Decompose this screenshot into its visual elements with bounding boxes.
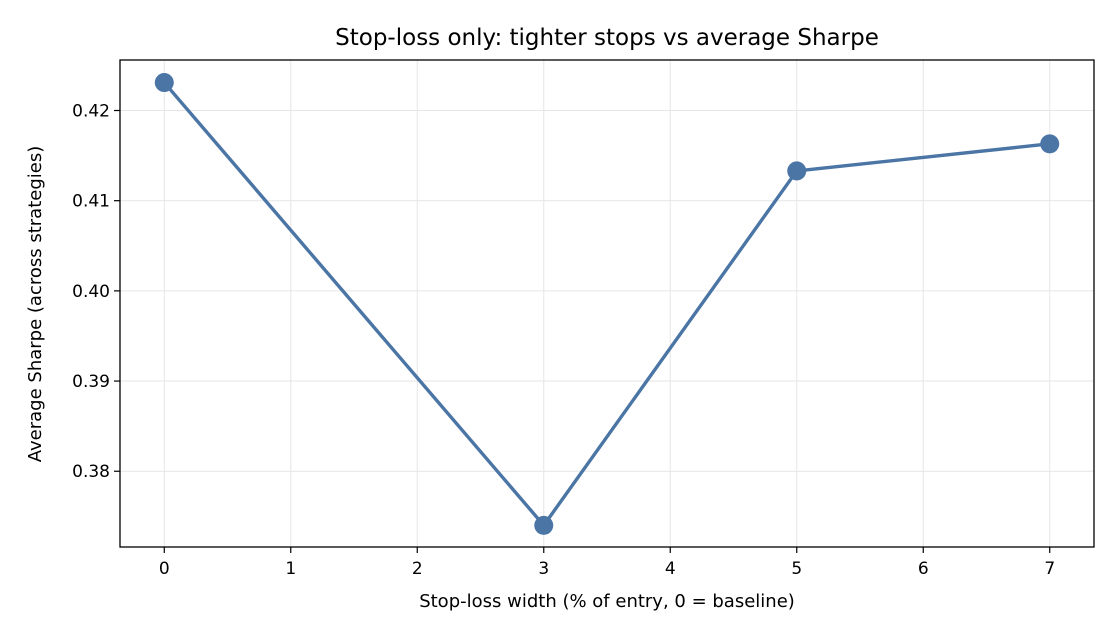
x-tick-label: 5 <box>791 559 802 579</box>
plot-frame <box>119 59 1095 548</box>
chart-title: Stop-loss only: tighter stops vs average… <box>335 25 879 51</box>
x-tick-label: 4 <box>665 559 676 579</box>
x-axis-label: Stop-loss width (% of entry, 0 = baselin… <box>419 591 795 612</box>
ticks: 0 1 2 3 4 5 6 7 0.38 0.39 0.40 0.41 0.42 <box>72 102 1055 579</box>
data-point <box>154 73 174 93</box>
x-tick-label: 3 <box>538 559 549 579</box>
series-line <box>162 80 1052 528</box>
x-tick-label: 0 <box>159 559 170 579</box>
data-point <box>1040 134 1060 154</box>
series-layer <box>154 73 1060 535</box>
y-tick-label: 0.41 <box>72 192 110 212</box>
grid <box>120 60 1094 547</box>
x-tick-label: 6 <box>918 559 929 579</box>
x-tick-label: 2 <box>412 559 423 579</box>
y-axis-label: Average Sharpe (across strategies) <box>25 146 46 462</box>
data-point <box>534 515 554 535</box>
x-tick-label: 7 <box>1044 559 1055 579</box>
x-tick-label: 1 <box>285 559 296 579</box>
y-tick-label: 0.42 <box>72 102 110 122</box>
data-point <box>787 161 807 181</box>
y-tick-label: 0.40 <box>72 282 110 302</box>
y-tick-label: 0.38 <box>72 462 110 482</box>
y-tick-label: 0.39 <box>72 372 110 392</box>
